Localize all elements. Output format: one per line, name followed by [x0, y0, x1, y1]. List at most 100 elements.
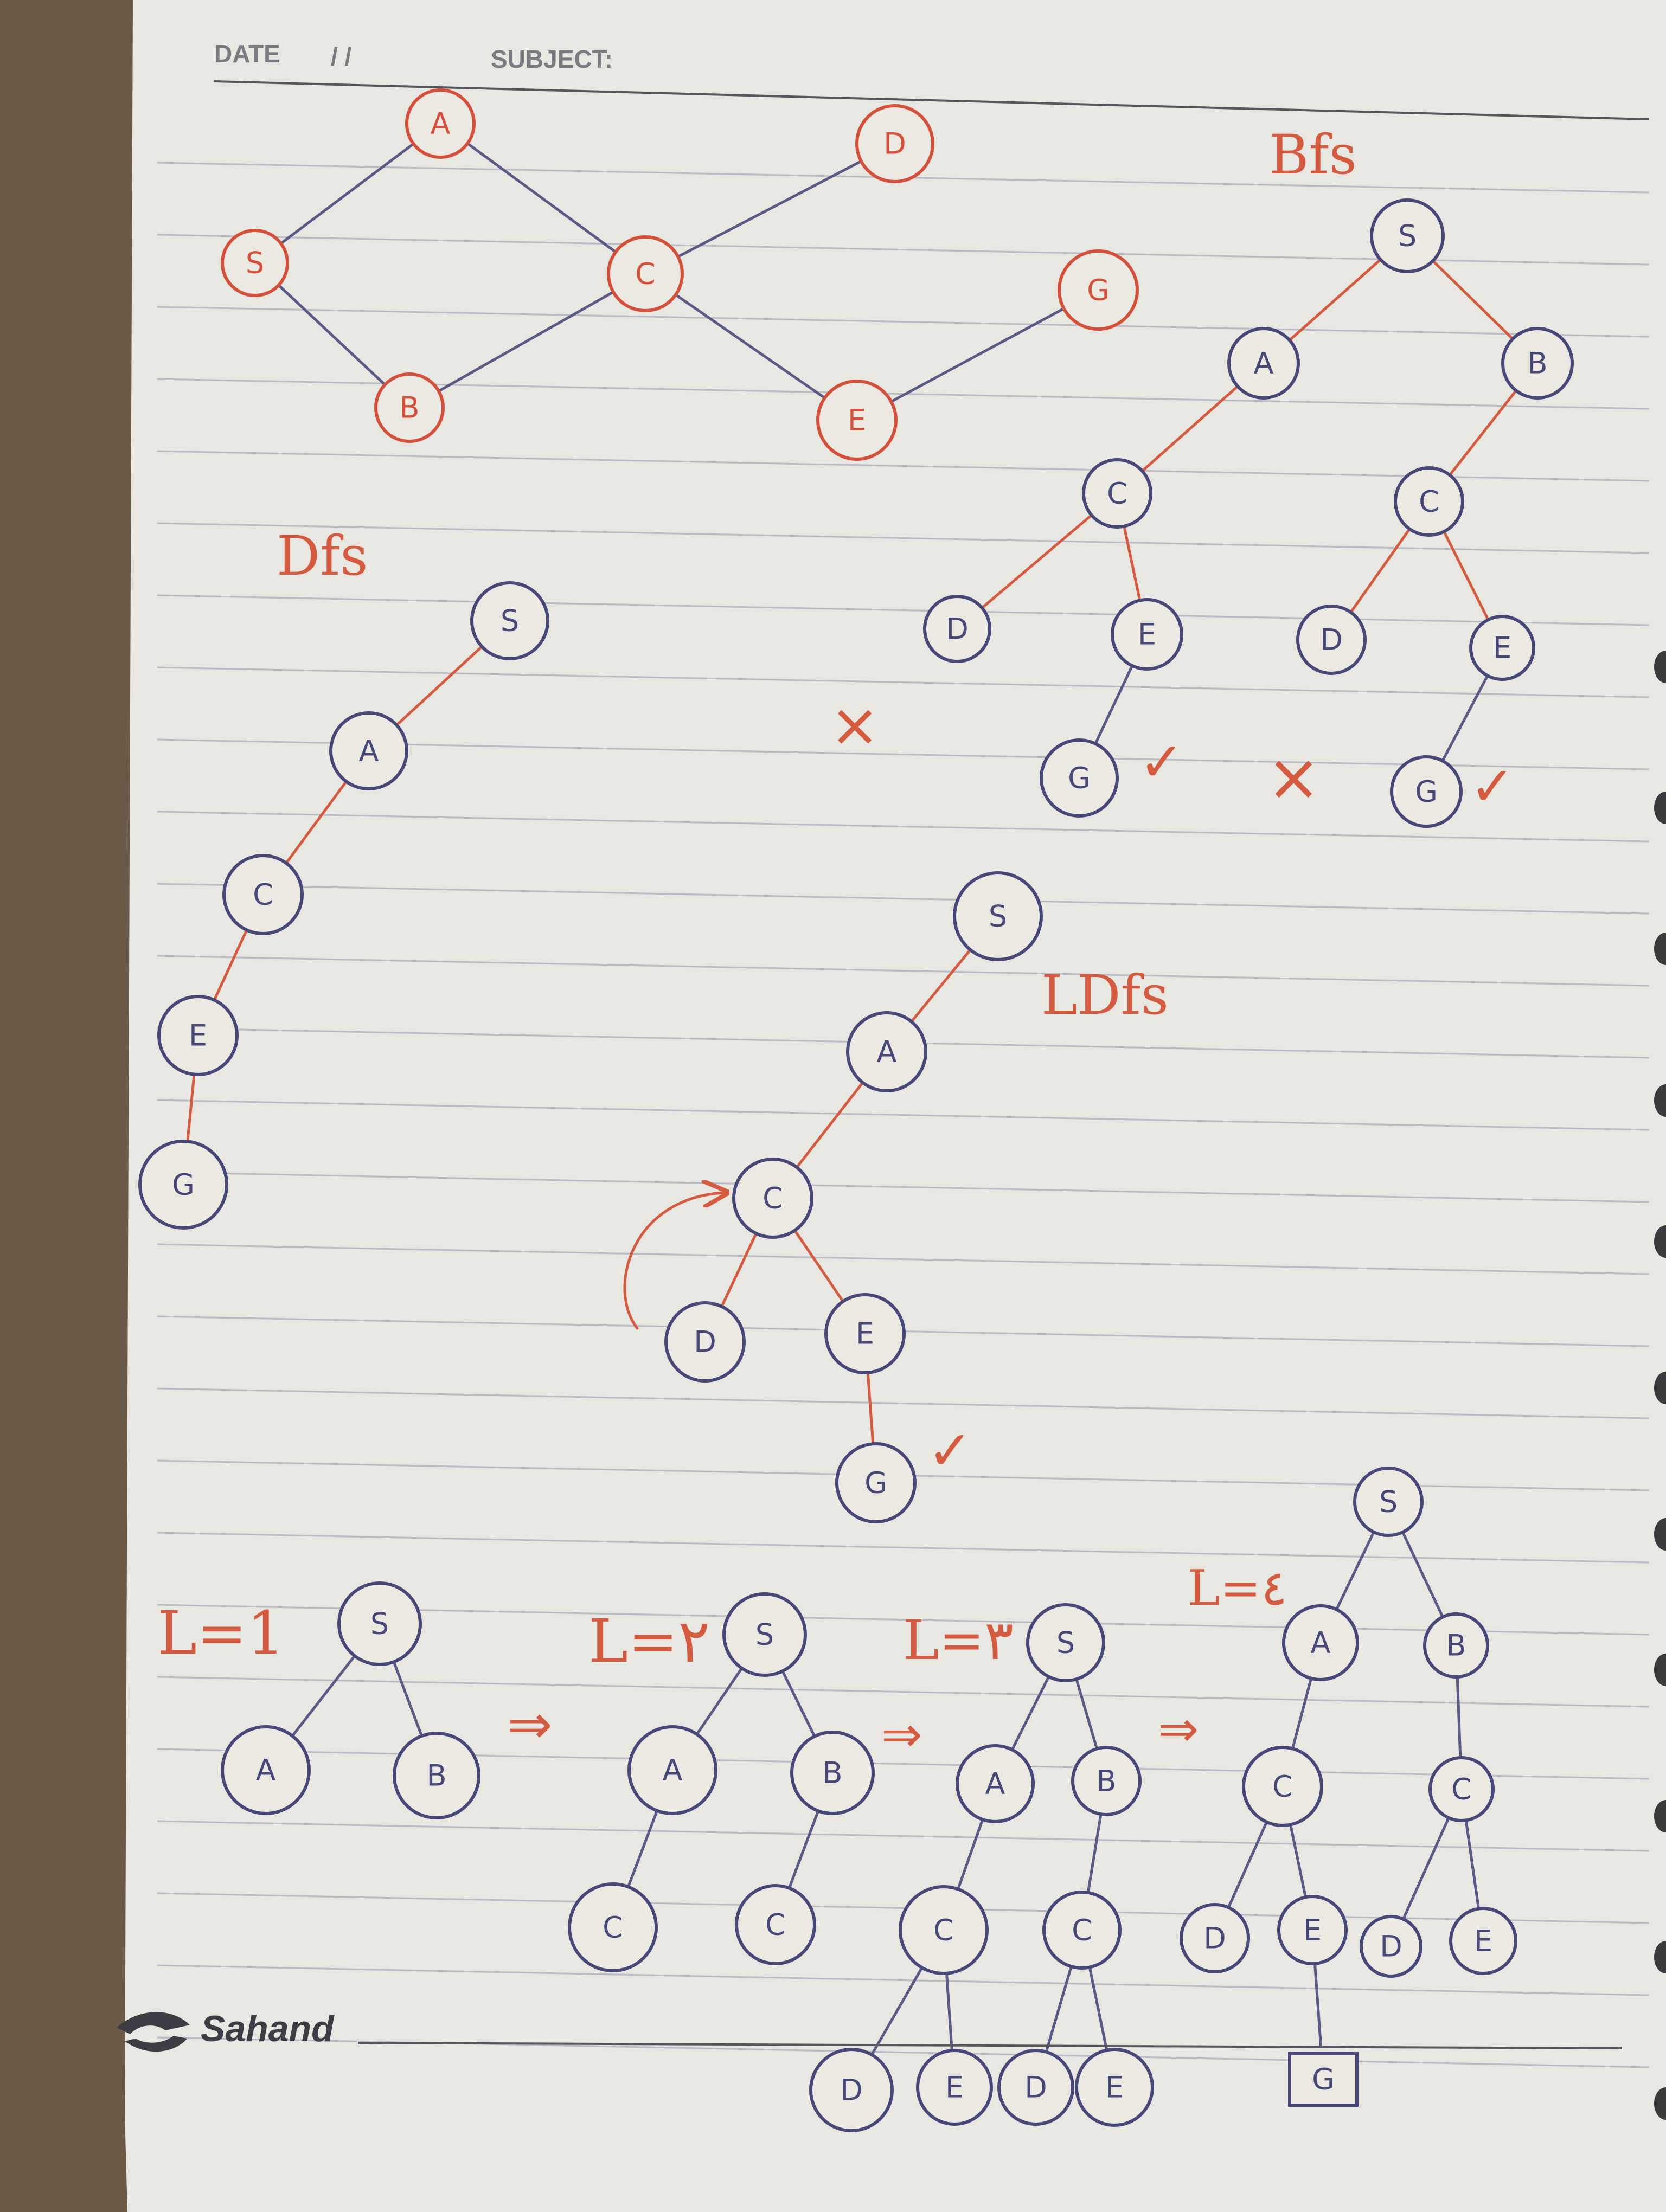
node-circle [824, 1293, 906, 1374]
node-circle [221, 229, 289, 297]
node-label: E [1138, 618, 1156, 652]
ldfs-check-mark: ✓ [927, 1419, 973, 1482]
ruled-line [157, 1676, 1649, 1708]
node-label: D [1024, 2070, 1047, 2105]
node-c: C [732, 1158, 813, 1239]
node-s: S [337, 1581, 422, 1666]
node-label: S [501, 604, 519, 638]
node-c: C [1082, 458, 1152, 529]
node-g: G [138, 1140, 228, 1230]
edge-b-c [787, 1809, 820, 1890]
date-separators: / / [331, 42, 352, 70]
node-label: E [189, 1019, 207, 1053]
node-label: G [1415, 775, 1438, 809]
node-e: E [1075, 2048, 1154, 2127]
node-label: S [246, 246, 264, 280]
node-g: G [1288, 2052, 1359, 2107]
node-circle [1423, 1612, 1489, 1679]
edge-c-d [1349, 528, 1411, 614]
edge-s-a [1288, 258, 1382, 342]
node-label: S [1398, 219, 1417, 253]
edge-a-c [795, 1081, 864, 1169]
node-s: S [1026, 1603, 1105, 1682]
node-circle [835, 1442, 917, 1523]
spiral-hole [1654, 651, 1666, 683]
edge-b-c [1448, 389, 1517, 477]
edge-e-g [1094, 664, 1134, 745]
diagram-edges [186, 142, 1517, 2056]
node-d: D [923, 595, 991, 663]
ldfs-label: LDfs [1041, 963, 1169, 1027]
edge-s-a [1335, 1531, 1375, 1611]
node-label: C [635, 257, 656, 291]
node-circle [393, 1732, 480, 1819]
node-circle [607, 235, 684, 312]
node-circle [722, 1592, 807, 1677]
l3-label: L=٣ [903, 1609, 1014, 1672]
node-label: C [603, 1911, 623, 1945]
edge-c-e [674, 293, 826, 400]
node-circle [1026, 1603, 1105, 1682]
node-circle [1180, 1903, 1250, 1973]
edge-c-d [1402, 1816, 1450, 1921]
node-circle [1469, 615, 1535, 681]
node-g: G [1390, 755, 1463, 828]
edge-s-a [291, 1654, 356, 1738]
ruled-line [157, 306, 1649, 338]
node-circle [899, 1885, 989, 1975]
edge-s-a [1010, 1675, 1050, 1751]
edge-a-c [1140, 385, 1239, 473]
arrow-l3-l4: ⇒ [1158, 1701, 1199, 1758]
edge-s-a [395, 645, 484, 726]
node-circle [1111, 598, 1183, 671]
node-circle [809, 2048, 894, 2132]
node-circle [470, 581, 549, 660]
node-a: A [846, 1011, 927, 1092]
node-label: D [883, 127, 906, 161]
spiral-hole [1654, 1800, 1666, 1832]
node-label: A [256, 1753, 276, 1787]
node-circle [1042, 1891, 1122, 1970]
node-c: C [1428, 1756, 1495, 1822]
node-d: D [1360, 1915, 1422, 1978]
node-label: S [755, 1618, 774, 1652]
node-s: S [722, 1592, 807, 1677]
ruled-line [157, 955, 1649, 987]
edge-c-e [213, 928, 248, 1002]
node-d: D [809, 2048, 894, 2132]
node-circle [157, 995, 239, 1076]
edge-c-d [1227, 1821, 1268, 1909]
node-label: E [1105, 2070, 1124, 2105]
edge-c-e [793, 1229, 844, 1303]
edge-s-b [392, 1660, 424, 1738]
node-circle [138, 1140, 228, 1230]
node-b: B [374, 372, 445, 443]
node-circle [1360, 1915, 1422, 1978]
edge-c-e [1464, 1818, 1480, 1911]
node-circle [997, 2049, 1074, 2126]
node-circle [1449, 1907, 1517, 1975]
node-label: B [399, 391, 419, 425]
edge-s-b [1075, 1677, 1098, 1750]
node-label: B [1446, 1629, 1466, 1663]
node-s: S [1353, 1467, 1424, 1537]
spiral-hole [1654, 2087, 1666, 2120]
edge-s-a [279, 142, 415, 245]
spiral-hole [1654, 1372, 1666, 1404]
node-g: G [1040, 738, 1119, 818]
edge-c-d [870, 1966, 924, 2056]
node-label: E [848, 403, 866, 438]
arrow-l1-l2: ⇒ [507, 1693, 553, 1756]
edge-s-b [277, 284, 387, 387]
node-circle [1071, 1746, 1142, 1816]
ruled-line [157, 811, 1649, 843]
node-label: G [1312, 2062, 1335, 2097]
node-label: D [1320, 623, 1343, 657]
node-label: C [253, 878, 273, 912]
node-circle [222, 854, 304, 935]
node-e: E [1277, 1895, 1348, 1965]
edge-a-c [626, 1809, 659, 1888]
node-label: C [1451, 1772, 1472, 1806]
edge-e-g [1441, 674, 1489, 762]
spiral-hole [1654, 1225, 1666, 1258]
